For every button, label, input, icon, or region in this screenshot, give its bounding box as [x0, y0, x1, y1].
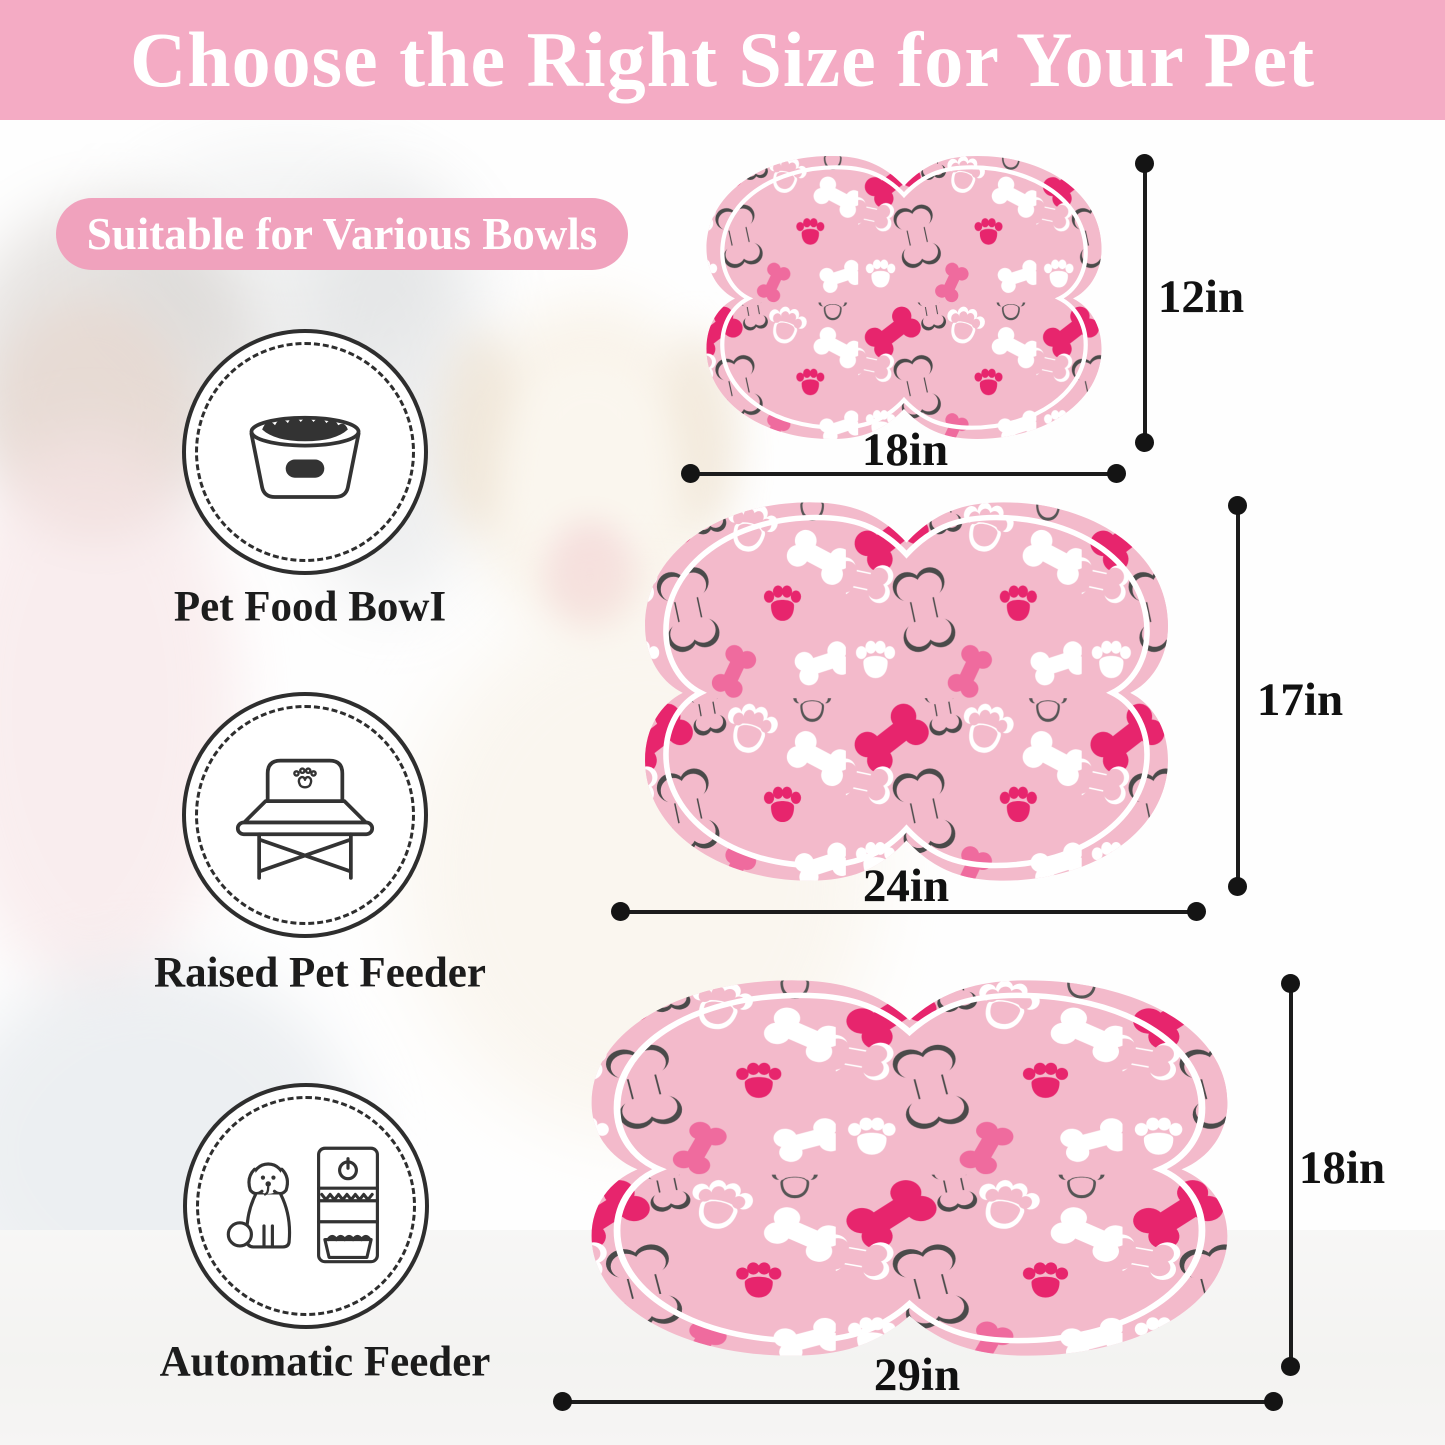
- size-mat-large: [549, 975, 1270, 1361]
- dimension-endpoint-dot: [1107, 464, 1126, 483]
- height-dimension-label-medium: 17in: [1256, 674, 1344, 726]
- width-dimension-line-large: [553, 1392, 1283, 1411]
- feature-label-automatic-feeder: Automatic Feeder: [159, 1338, 491, 1386]
- dimension-endpoint-dot: [1187, 902, 1206, 921]
- dimension-endpoint-dot: [1135, 433, 1154, 452]
- dimension-endpoint-dot: [681, 464, 700, 483]
- dimension-endpoint-dot: [553, 1392, 572, 1411]
- dashed-ring: [195, 705, 415, 925]
- width-dimension-label-large: 29in: [873, 1349, 961, 1401]
- size-mat-medium: [610, 497, 1203, 886]
- dimension-endpoint-dot: [1228, 496, 1247, 515]
- feature-label-raised-pet-feeder: Raised Pet Feeder: [154, 949, 486, 997]
- width-dimension-label-small: 18in: [861, 424, 949, 476]
- suitability-badge: Suitable for Various Bowls: [56, 198, 628, 270]
- header-banner: Choose the Right Size for Your Pet: [0, 0, 1445, 120]
- width-dimension-line-medium: [611, 902, 1206, 921]
- feature-circle-pet-food-bowl: [182, 329, 428, 575]
- raised-pet-feeder-icon: [235, 758, 375, 880]
- dimension-endpoint-dot: [1135, 154, 1154, 173]
- automatic-feeder-icon: [226, 1146, 379, 1264]
- dashed-ring: [196, 1096, 416, 1316]
- height-dimension-line-small: [1135, 154, 1154, 452]
- dimension-endpoint-dot: [1281, 1357, 1300, 1376]
- dashed-ring: [195, 342, 415, 562]
- feature-label-pet-food-bowl: Pet Food BowI: [173, 583, 447, 631]
- page-title: Choose the Right Size for Your Pet: [129, 16, 1316, 103]
- feature-circle-raised-pet-feeder: [182, 692, 428, 938]
- height-dimension-label-small: 12in: [1157, 271, 1245, 323]
- dimension-endpoint-dot: [1281, 974, 1300, 993]
- pet-food-bowl-icon: [249, 415, 361, 499]
- width-dimension-line-small: [681, 464, 1126, 483]
- dimension-endpoint-dot: [1228, 877, 1247, 896]
- size-mat-small: [680, 152, 1128, 443]
- width-dimension-label-medium: 24in: [862, 860, 950, 912]
- height-dimension-line-medium: [1228, 496, 1247, 896]
- height-dimension-line-large: [1281, 974, 1300, 1376]
- dimension-endpoint-dot: [1264, 1392, 1283, 1411]
- suitability-badge-label: Suitable for Various Bowls: [86, 209, 598, 259]
- dimension-endpoint-dot: [611, 902, 630, 921]
- feature-circle-automatic-feeder: [183, 1083, 429, 1329]
- height-dimension-label-large: 18in: [1298, 1142, 1386, 1194]
